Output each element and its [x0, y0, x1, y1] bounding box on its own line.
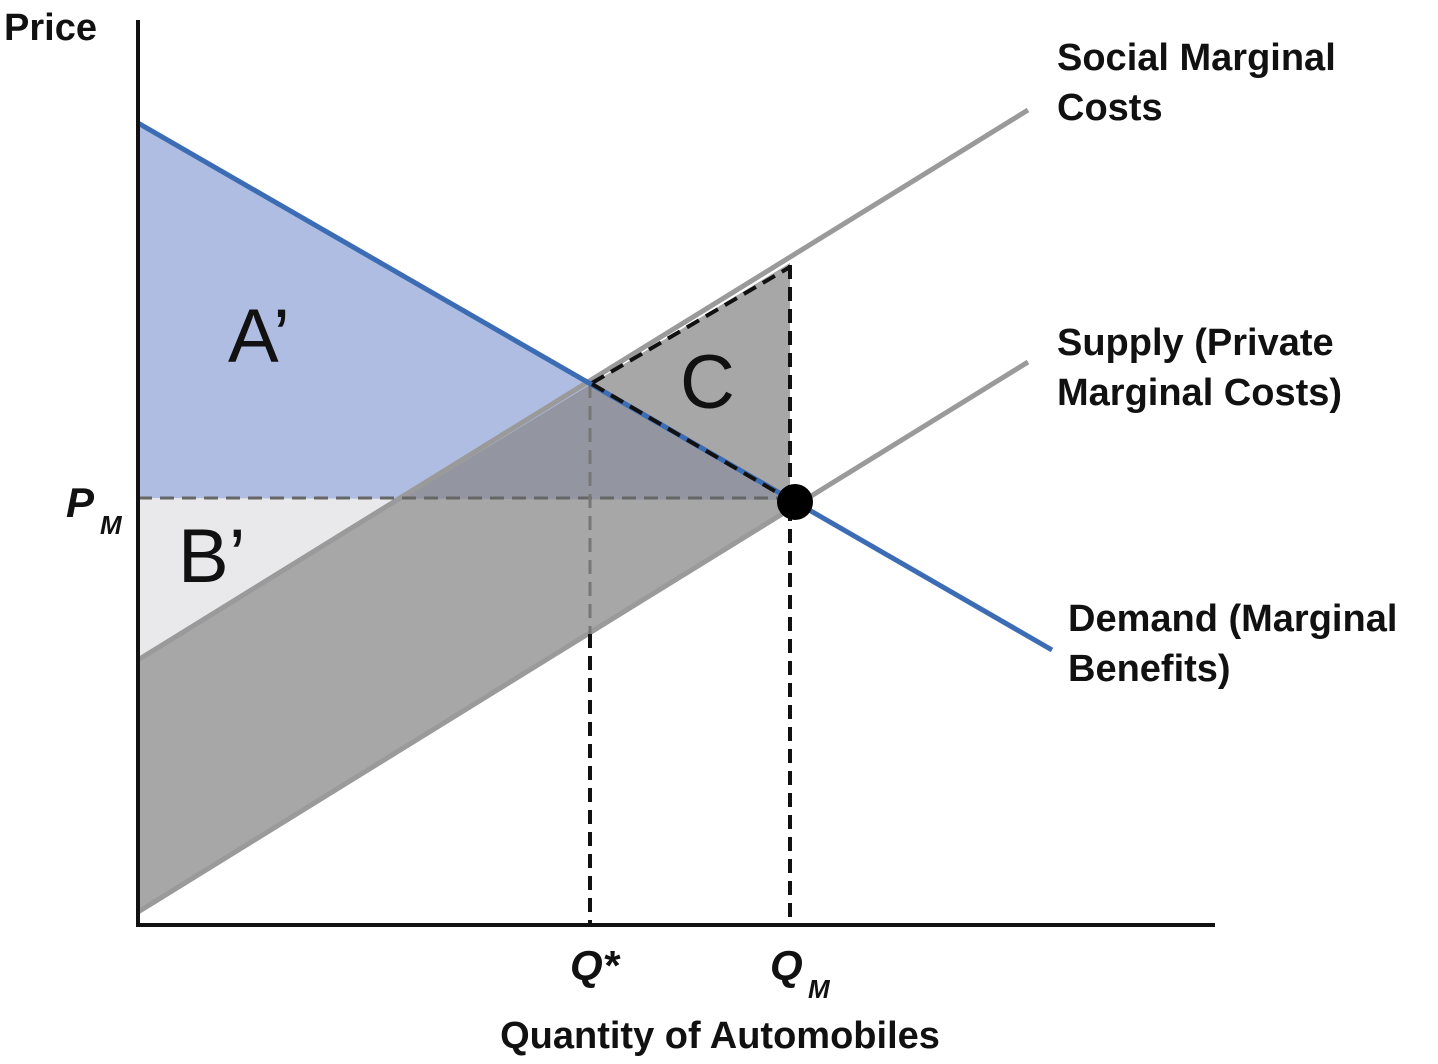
demand-label: Benefits) [1068, 648, 1231, 690]
area-gray [138, 263, 790, 912]
pm-sub: M [100, 510, 123, 540]
qm-label: Q [770, 942, 803, 990]
area-a-label: A’ [228, 294, 290, 379]
qstar-label: Q* [570, 942, 621, 990]
demand-label: Demand (Marginal [1068, 598, 1397, 640]
c-dash [590, 265, 792, 385]
smc-line [136, 107, 1030, 663]
pm-label: P [66, 479, 95, 526]
supply-line [136, 359, 1030, 915]
equilibrium-dot [777, 484, 813, 520]
c-dash-lower [590, 382, 792, 502]
area-c-label: C [680, 340, 735, 425]
qm-sub: M [808, 974, 831, 1004]
x-axis-label: Quantity of Automobiles [500, 1015, 940, 1057]
y-axis-label: Price [4, 7, 97, 49]
smc-label: Costs [1057, 87, 1163, 129]
supply-label: Marginal Costs) [1057, 372, 1342, 414]
smc-label: Social Marginal [1057, 37, 1336, 79]
supply-label: Supply (Private [1057, 322, 1334, 364]
area-b-label: B’ [178, 514, 246, 599]
